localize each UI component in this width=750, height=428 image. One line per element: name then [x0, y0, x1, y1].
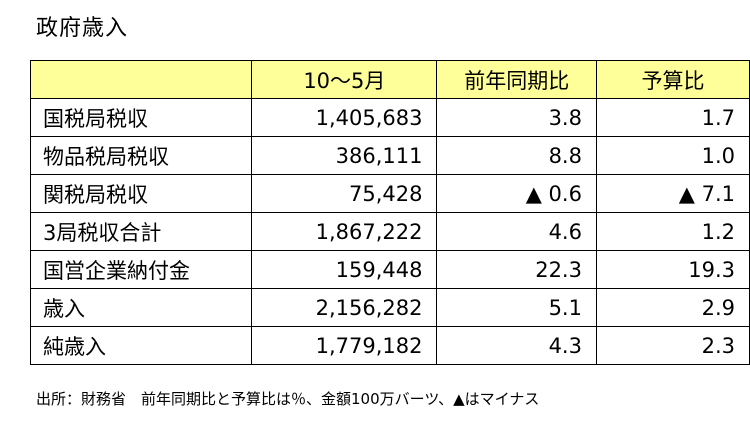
row-amount: 2,156,282 [251, 288, 438, 327]
row-label: 純歳入 [29, 326, 253, 365]
row-budget: 2.3 [595, 326, 750, 365]
row-budget: 19.3 [595, 250, 750, 289]
row-budget: 1.7 [595, 98, 750, 137]
header-yoy-column: 前年同期比 [436, 60, 597, 99]
row-budget: ▲ 7.1 [595, 174, 750, 213]
row-yoy: 5.1 [436, 288, 597, 327]
row-budget: 2.9 [595, 288, 750, 327]
table-header-row: 10～5月 前年同期比 予算比 [29, 60, 750, 99]
row-amount: 159,448 [251, 250, 438, 289]
row-budget: 1.0 [595, 136, 750, 175]
table-row: 関税局税収 75,428 ▲ 0.6 ▲ 7.1 [29, 174, 750, 213]
revenue-table: 10～5月 前年同期比 予算比 国税局税収 1,405,683 3.8 1.7 … [29, 60, 750, 365]
row-label: 関税局税収 [29, 174, 253, 213]
source-note: 出所：財務省 前年同期比と予算比は％、金額100万バーツ、▲はマイナス [36, 390, 540, 408]
row-amount: 1,405,683 [251, 98, 438, 137]
row-label: 物品税局税収 [29, 136, 253, 175]
row-yoy: 4.6 [436, 212, 597, 251]
row-amount: 386,111 [251, 136, 438, 175]
row-yoy: 4.3 [436, 326, 597, 365]
row-yoy: ▲ 0.6 [436, 174, 597, 213]
row-yoy: 8.8 [436, 136, 597, 175]
row-label: 国税局税収 [29, 98, 253, 137]
row-label: 国営企業納付金 [29, 250, 253, 289]
row-budget: 1.2 [595, 212, 750, 251]
table-row: 3局税収合計 1,867,222 4.6 1.2 [29, 212, 750, 251]
header-label-column [29, 60, 253, 99]
row-label: 3局税収合計 [29, 212, 253, 251]
table-row: 純歳入 1,779,182 4.3 2.3 [29, 326, 750, 365]
row-yoy: 22.3 [436, 250, 597, 289]
table-row: 国営企業納付金 159,448 22.3 19.3 [29, 250, 750, 289]
row-label: 歳入 [29, 288, 253, 327]
table-row: 国税局税収 1,405,683 3.8 1.7 [29, 98, 750, 137]
table-row: 物品税局税収 386,111 8.8 1.0 [29, 136, 750, 175]
row-amount: 1,867,222 [251, 212, 438, 251]
page-title: 政府歳入 [36, 16, 129, 41]
row-amount: 1,779,182 [251, 326, 438, 365]
table-row: 歳入 2,156,282 5.1 2.9 [29, 288, 750, 327]
header-period-column: 10～5月 [251, 60, 438, 99]
header-budget-column: 予算比 [595, 60, 750, 99]
row-amount: 75,428 [251, 174, 438, 213]
row-yoy: 3.8 [436, 98, 597, 137]
